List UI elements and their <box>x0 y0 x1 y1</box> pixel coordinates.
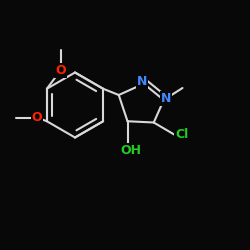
Text: OH: OH <box>120 144 142 157</box>
Text: O: O <box>55 64 66 77</box>
Text: N: N <box>136 75 147 88</box>
Text: Cl: Cl <box>175 128 188 141</box>
Text: O: O <box>32 111 42 124</box>
Text: N: N <box>161 92 172 105</box>
